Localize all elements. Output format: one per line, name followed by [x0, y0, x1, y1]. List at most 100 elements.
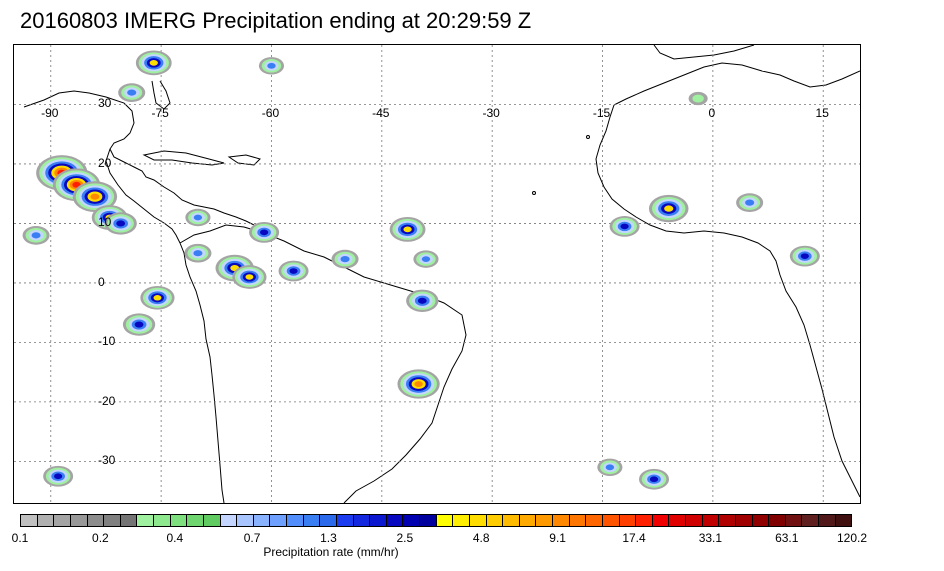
longitude-label: -15 [592, 106, 611, 121]
precip-cell [597, 458, 623, 477]
precipitation-field [22, 50, 820, 490]
colorbar-swatch [503, 515, 520, 526]
coastline-florida [151, 80, 171, 110]
island-canaries [586, 135, 590, 139]
colorbar-swatch [735, 515, 753, 526]
precip-contour [72, 181, 81, 188]
precip-cell [639, 468, 670, 490]
colorbar-tick-label: 0.7 [243, 531, 261, 545]
colorbar-swatch [719, 515, 736, 526]
colorbar-swatch [586, 515, 603, 526]
latitude-label: -30 [98, 453, 116, 468]
colorbar-swatch [336, 515, 354, 526]
colorbar-swatch [519, 515, 537, 526]
colorbar-swatch [303, 515, 321, 526]
longitude-label: -45 [372, 106, 390, 121]
precip-contour [245, 274, 254, 280]
colorbar-swatch [619, 515, 637, 526]
colorbar-swatch [370, 515, 387, 526]
precip-contour [800, 253, 809, 259]
precipitation-map[interactable] [13, 44, 861, 504]
colorbar-tick-label: 0.2 [92, 531, 109, 545]
colorbar-swatch [203, 515, 221, 526]
longitude-label: -75 [151, 106, 169, 121]
precipitation-colorbar [20, 514, 852, 527]
colorbar-tick-label: 0.1 [11, 531, 29, 545]
precip-contour [149, 59, 158, 66]
precip-cell [278, 260, 309, 282]
precip-cell [52, 168, 101, 202]
colorbar-tick-label: 9.1 [549, 531, 566, 545]
precip-cell [135, 50, 172, 76]
precip-cell [122, 313, 156, 336]
colorbar-swatch [602, 515, 620, 526]
precip-cell [258, 57, 285, 75]
colorbar-swatch [835, 515, 852, 526]
colorbar-swatch [237, 515, 254, 526]
precip-cell [232, 265, 267, 289]
precip-contour [116, 220, 126, 227]
precip-contour [403, 226, 412, 233]
colorbar-swatch [569, 515, 587, 526]
colorbar-swatch [154, 515, 171, 526]
colorbar-swatch [686, 515, 703, 526]
latitude-label: 30 [98, 96, 112, 111]
precip-cell [140, 285, 175, 310]
precip-cell [413, 250, 439, 268]
coastline-north-america [23, 90, 265, 232]
colorbar-swatch [220, 515, 238, 526]
precip-contour [692, 94, 704, 103]
colorbar-swatch [420, 515, 437, 526]
colorbar-swatch [486, 515, 504, 526]
colorbar-tick-label: 33.1 [698, 531, 723, 545]
precip-cell [185, 208, 211, 227]
colorbar-swatch [170, 515, 188, 526]
coastline-africa-west [595, 104, 860, 498]
precip-contour [417, 297, 427, 304]
latitude-label: 0 [98, 274, 105, 289]
island-cape-verde [532, 191, 536, 195]
precip-contour [745, 199, 755, 206]
colorbar-swatch [270, 515, 287, 526]
colorbar-swatch [403, 515, 420, 526]
colorbar-swatch [386, 515, 404, 526]
precip-contour [31, 232, 41, 239]
coastlines [23, 45, 860, 503]
colorbar-swatch [785, 515, 803, 526]
colorbar-tick-label: 17.4 [622, 531, 646, 545]
precip-contour [90, 193, 100, 200]
colorbar-swatch [769, 515, 786, 526]
precip-contour [664, 205, 674, 212]
precip-cell [397, 369, 440, 399]
colorbar-swatch [253, 515, 271, 526]
coastline-central-america [105, 148, 181, 244]
precip-cell [72, 181, 118, 213]
precip-contour [134, 321, 144, 328]
precip-cell [688, 91, 708, 106]
coastline-europe [653, 45, 755, 60]
colorbar-swatch [120, 515, 138, 526]
colorbar-tick-label: 63.1 [775, 531, 799, 545]
precip-contour [193, 250, 203, 257]
precip-cell [184, 243, 212, 263]
colorbar-swatch [87, 515, 105, 526]
precip-cell [736, 193, 764, 212]
precip-contour [193, 214, 203, 221]
precip-contour [414, 381, 423, 387]
precip-cell [43, 465, 74, 487]
precip-contour [289, 268, 298, 274]
colorbar-tick-label: 4.8 [472, 531, 490, 545]
colorbar-label: Precipitation rate (mm/hr) [263, 545, 399, 559]
precip-cell [118, 83, 146, 102]
latitude-label: -20 [98, 393, 116, 408]
colorbar-swatch [752, 515, 770, 526]
latitude-label: 10 [98, 215, 112, 230]
longitude-label: -60 [261, 106, 280, 121]
precip-contour [260, 229, 269, 236]
colorbar-swatch [187, 515, 204, 526]
longitude-label: 0 [708, 106, 716, 121]
precip-contour [340, 256, 350, 263]
precip-cell [609, 216, 640, 237]
colorbar-swatch [353, 515, 371, 526]
precip-contour [620, 223, 629, 230]
